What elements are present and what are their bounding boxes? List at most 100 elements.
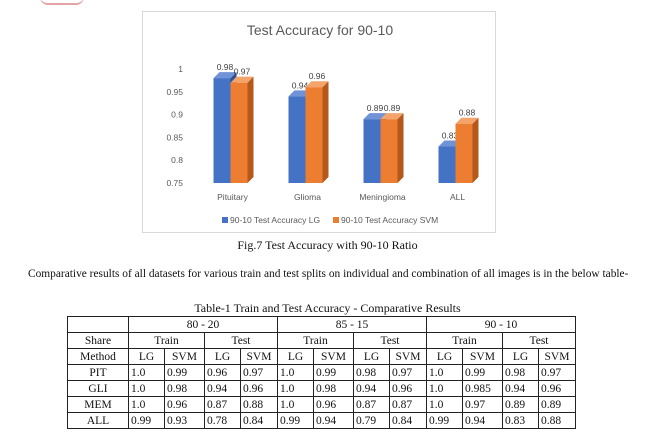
table-cell: 0.98 — [353, 364, 390, 381]
results-table: 80 - 20 85 - 15 90 - 10 Share Train Test Train… — [67, 316, 576, 429]
y-tick-label: 0.75 — [166, 178, 183, 188]
table-cell: 0.96 — [164, 396, 205, 413]
table-cell: 1.0 — [128, 380, 165, 397]
table-cell: 0.96 — [240, 380, 278, 397]
table-cell: 0.79 — [353, 412, 390, 429]
svm-header: SVM — [462, 348, 503, 365]
svm-header: SVM — [389, 348, 427, 365]
table-cell: 0.985 — [462, 380, 503, 397]
table-cell: 0.94 — [313, 412, 354, 429]
method-label: Method — [67, 348, 129, 365]
x-tick-label: Meningioma — [359, 192, 406, 202]
legend-swatch — [222, 217, 228, 223]
bar-side — [322, 81, 329, 183]
share-label: Share — [67, 332, 129, 349]
table-cell: 0.93 — [164, 412, 205, 429]
bar-side — [472, 117, 479, 183]
table-cell: 0.88 — [240, 396, 278, 413]
svm-header: SVM — [164, 348, 205, 365]
table-cell: 0.96 — [389, 380, 427, 397]
bar-top — [305, 81, 329, 88]
table-cell: 1.0 — [426, 380, 463, 397]
data-label: 0.94 — [292, 80, 309, 90]
lg-header: LG — [277, 348, 314, 365]
corner-cell — [67, 316, 129, 333]
table-cell: 1.0 — [277, 380, 314, 397]
table-cell: 0.94 — [353, 380, 390, 397]
x-tick-label: Pituitary — [217, 192, 248, 202]
train-header: Train — [128, 332, 205, 349]
bar — [305, 87, 323, 183]
y-tick-label: 0.85 — [166, 132, 183, 142]
svm-header: SVM — [240, 348, 278, 365]
lg-header: LG — [204, 348, 241, 365]
bar — [363, 119, 381, 183]
table-cell: 0.99 — [313, 364, 354, 381]
chart-title: Test Accuracy for 90-10 — [247, 22, 394, 38]
table-row: GLI 1.0 0.98 0.94 0.96 1.0 0.98 0.94 0.96 1.0 0.98… — [67, 380, 576, 397]
bar — [438, 146, 456, 183]
table-cell: 0.84 — [389, 412, 427, 429]
data-label: 0.96 — [309, 71, 326, 81]
data-label: 0.89 — [367, 103, 384, 113]
table-cell: 0.99 — [164, 364, 205, 381]
method-header-row: Method LG SVM LG SVM LG SVM LG SVM LG SVM LG SVM — [67, 348, 576, 365]
table-cell: 0.97 — [240, 364, 278, 381]
row-label: ALL — [67, 412, 129, 429]
figure-caption: Fig.7 Test Accuracy with 90-10 Ratio — [237, 238, 418, 252]
table-cell: 1.0 — [277, 396, 314, 413]
data-label: 0.83 — [442, 131, 459, 141]
table-row: ALL 0.99 0.93 0.78 0.84 0.99 0.94 0.79 0.84 0.99 0… — [67, 412, 576, 429]
y-tick-label: 0.95 — [166, 87, 183, 97]
table-cell: 0.78 — [204, 412, 241, 429]
y-tick-label: 0.8 — [171, 155, 183, 165]
table-cell: 0.83 — [502, 412, 539, 429]
table-cell: 1.0 — [277, 364, 314, 381]
table-cell: 1.0 — [128, 396, 165, 413]
bar-side — [397, 113, 404, 183]
train-header: Train — [426, 332, 503, 349]
svm-header: SVM — [313, 348, 354, 365]
lg-header: LG — [128, 348, 165, 365]
lg-header: LG — [426, 348, 463, 365]
bar-top — [213, 72, 237, 79]
table-cell: 0.99 — [426, 412, 463, 429]
test-header: Test — [502, 332, 576, 349]
data-label: 0.97 — [234, 67, 251, 77]
bar-top — [380, 113, 404, 120]
table-cell: 0.89 — [502, 396, 539, 413]
bar-top — [230, 76, 254, 83]
table-cell: 0.84 — [240, 412, 278, 429]
data-label: 0.89 — [384, 103, 401, 113]
train-header: Train — [277, 332, 354, 349]
table-cell: 1.0 — [426, 364, 463, 381]
legend-swatch — [333, 217, 339, 223]
x-tick-label: ALL — [450, 192, 465, 202]
bar-top — [455, 117, 479, 124]
table-cell: 0.98 — [313, 380, 354, 397]
table-cell: 0.98 — [502, 364, 539, 381]
data-label: 0.98 — [217, 62, 234, 72]
table-cell: 0.97 — [389, 364, 427, 381]
data-label: 0.88 — [459, 108, 476, 118]
table-cell: 0.96 — [204, 364, 241, 381]
table-row: PIT 1.0 0.99 0.96 0.97 1.0 0.99 0.98 0.97 1.0 0.99… — [67, 364, 576, 381]
split-header: 80 - 20 — [128, 316, 278, 333]
share-header-row: Share Train Test Train Test Train Test — [67, 332, 576, 349]
table-cell: 1.0 — [426, 396, 463, 413]
bar — [230, 82, 248, 183]
table-cell: 0.94 — [462, 412, 503, 429]
test-header: Test — [204, 332, 278, 349]
table-row: MEM 1.0 0.96 0.87 0.88 1.0 0.96 0.87 0.87 1.0 0.97… — [67, 396, 576, 413]
lg-header: LG — [502, 348, 539, 365]
table-cell: 0.99 — [462, 364, 503, 381]
table-cell: 0.99 — [277, 412, 314, 429]
legend-label: 90-10 Test Accuracy SVM — [341, 215, 438, 225]
legend-label: 90-10 Test Accuracy LG — [230, 215, 320, 225]
y-tick-label: 0.9 — [171, 110, 183, 120]
table-cell: 0.98 — [164, 380, 205, 397]
table-cell: 0.87 — [353, 396, 390, 413]
split-header-row: 80 - 20 85 - 15 90 - 10 — [67, 316, 576, 333]
row-label: GLI — [67, 380, 129, 397]
bar — [288, 96, 306, 183]
